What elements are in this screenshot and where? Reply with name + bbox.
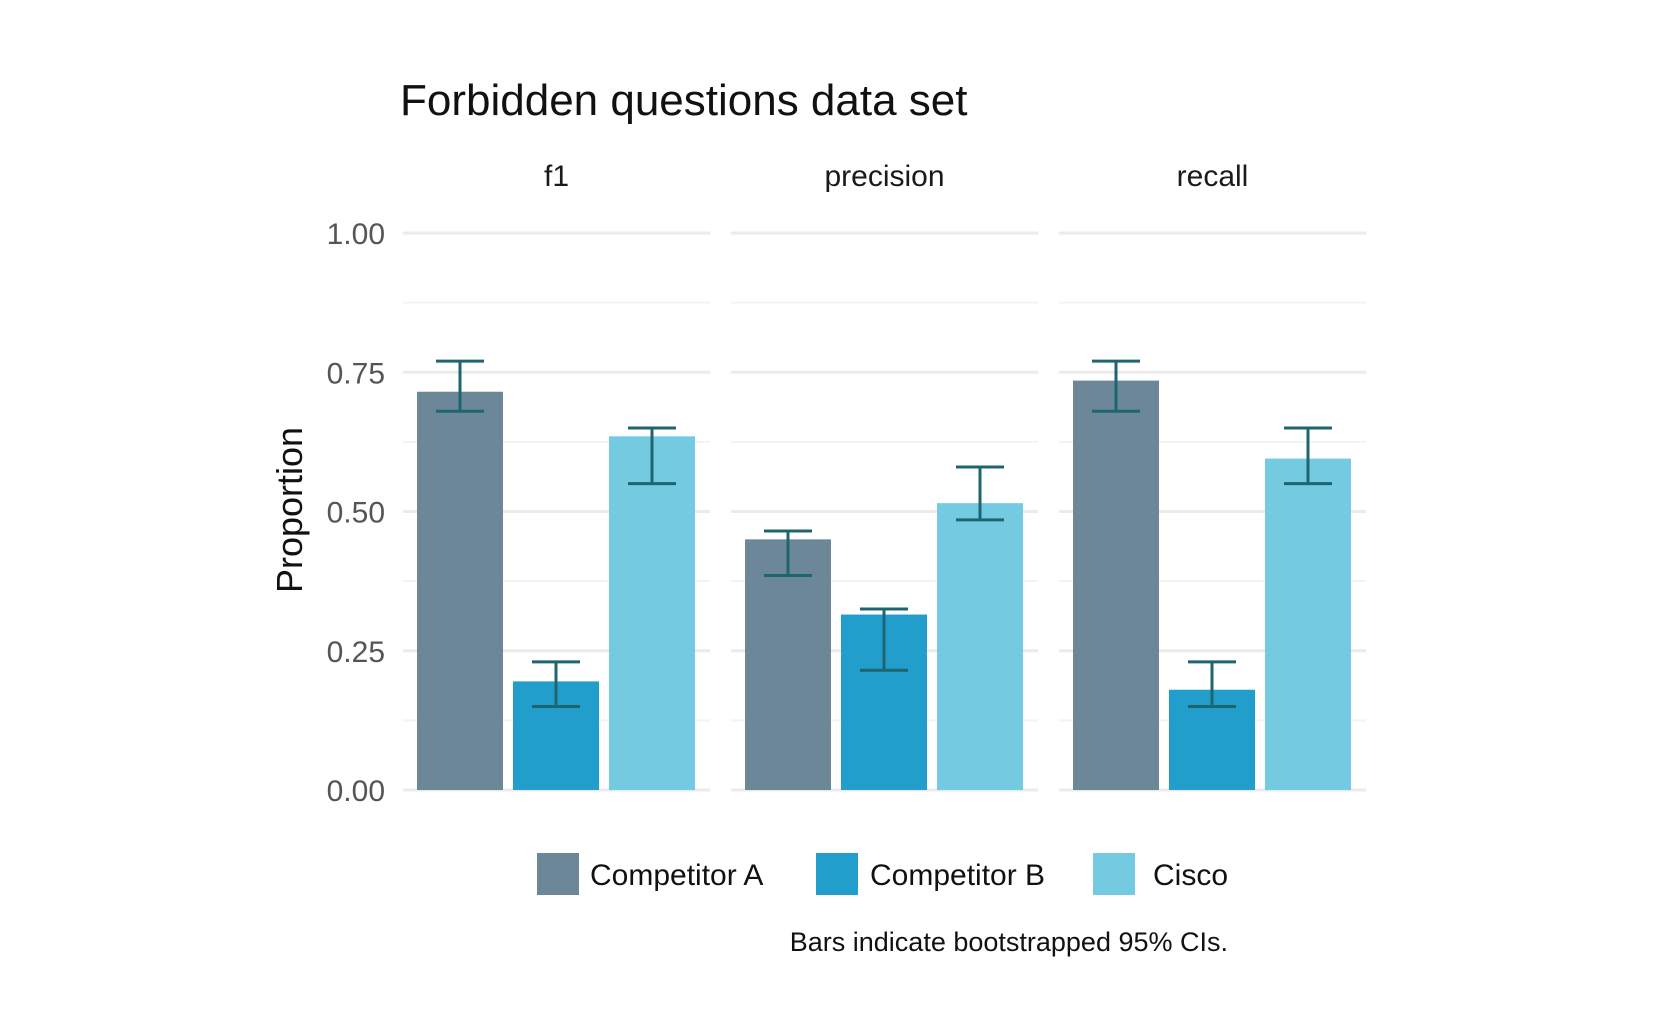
error-bar-precision-0 bbox=[764, 529, 812, 578]
bar-recall-0 bbox=[1073, 380, 1159, 790]
y-tick-label: 0.00 bbox=[327, 775, 385, 808]
facet-label-recall: recall bbox=[1177, 160, 1249, 193]
legend-label: Competitor B bbox=[870, 859, 1045, 892]
error-bar-f1-0 bbox=[436, 359, 484, 413]
legend-item-1: Competitor B bbox=[816, 853, 1045, 895]
error-bar-f1-2 bbox=[628, 426, 676, 486]
bar-precision-0 bbox=[745, 539, 831, 790]
y-axis-title: Proportion bbox=[269, 427, 310, 593]
error-bar-recall-2 bbox=[1284, 426, 1332, 486]
legend-swatch bbox=[816, 853, 858, 895]
y-axis-ticks: 0.00 0.25 0.50 0.75 1.00 bbox=[327, 218, 385, 808]
error-bar-f1-1 bbox=[532, 660, 580, 708]
bar-recall-2 bbox=[1265, 458, 1351, 790]
bar-f1-2 bbox=[609, 436, 695, 790]
error-bar-precision-2 bbox=[956, 465, 1004, 522]
error-bar-precision-1 bbox=[860, 607, 908, 672]
bars bbox=[417, 380, 1351, 790]
y-tick-label: 1.00 bbox=[327, 218, 385, 251]
legend: Competitor A Competitor B Cisco bbox=[537, 853, 1228, 895]
y-tick-label: 0.75 bbox=[327, 357, 385, 390]
legend-swatch bbox=[537, 853, 579, 895]
bar-precision-2 bbox=[937, 503, 1023, 790]
legend-label: Cisco bbox=[1153, 859, 1228, 892]
error-bars bbox=[436, 359, 1332, 708]
facet-label-f1: f1 bbox=[544, 160, 569, 193]
chart-title: Forbidden questions data set bbox=[400, 76, 968, 125]
legend-swatch bbox=[1093, 853, 1135, 895]
chart-caption: Bars indicate bootstrapped 95% CIs. bbox=[790, 927, 1228, 957]
bar-f1-0 bbox=[417, 391, 503, 790]
legend-item-2: Cisco bbox=[1093, 853, 1228, 895]
y-tick-label: 0.25 bbox=[327, 636, 385, 669]
error-bar-recall-1 bbox=[1188, 660, 1236, 708]
facet-labels: f1 precision recall bbox=[544, 160, 1248, 193]
legend-item-0: Competitor A bbox=[537, 853, 763, 895]
facet-label-precision: precision bbox=[824, 160, 944, 193]
y-tick-label: 0.50 bbox=[327, 497, 385, 530]
error-bar-recall-0 bbox=[1092, 359, 1140, 413]
legend-label: Competitor A bbox=[590, 859, 763, 892]
